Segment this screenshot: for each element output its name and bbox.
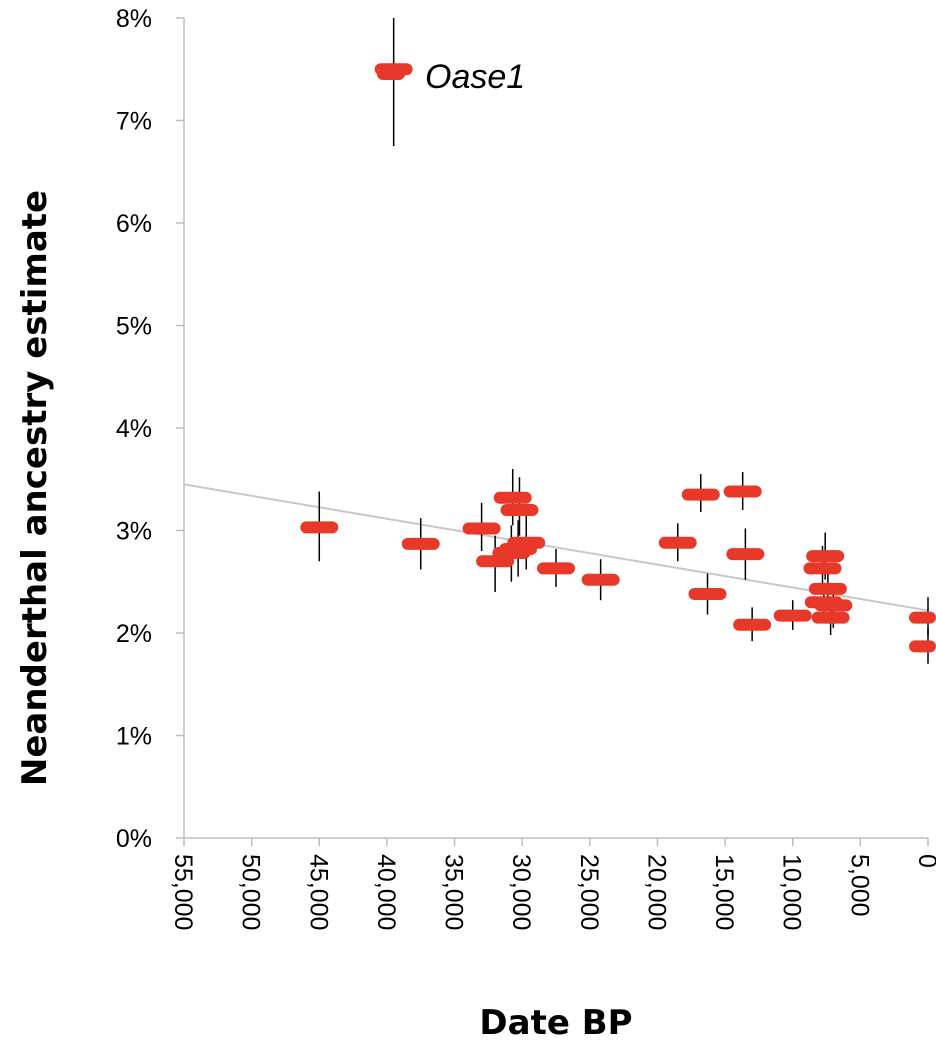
x-tick-label: 15,000 (710, 854, 738, 930)
plot-area: 0% 1% 2% 3% 4% 5% 6% 7% 8% 55,000 50,000 45,000 40,… (116, 5, 936, 930)
y-tick-label: 7% (116, 108, 152, 136)
oase1-annotation: Oase1 (377, 58, 525, 96)
y-axis-title: Neanderthal ancestry estimate (15, 190, 55, 786)
y-tick-label: 8% (116, 5, 152, 33)
oase1-label: Oase1 (425, 58, 525, 96)
x-tick-label: 45,000 (304, 854, 332, 930)
y-tick-label: 5% (116, 313, 152, 341)
x-tick-label: 30,000 (507, 854, 535, 930)
y-tick-label: 2% (116, 620, 152, 648)
x-tick-label: 0 (913, 854, 936, 868)
x-tick-label: 55,000 (169, 854, 197, 930)
x-tick-label: 20,000 (642, 854, 670, 930)
x-tick-label: 10,000 (778, 854, 806, 930)
y-tick-label: 3% (116, 518, 152, 546)
y-tick-label: 4% (116, 415, 152, 443)
x-tick-label: 50,000 (237, 854, 265, 930)
x-tick-label: 35,000 (440, 854, 468, 930)
x-axis-title: Date BP (479, 1003, 632, 1043)
x-tick-label: 40,000 (372, 854, 400, 930)
trendline (183, 483, 929, 612)
data-markers (300, 63, 936, 653)
y-tick-label: 6% (116, 210, 152, 238)
y-axis-ticks: 0% 1% 2% 3% 4% 5% 6% 7% 8% (116, 5, 184, 853)
x-tick-label: 5,000 (845, 854, 873, 917)
y-tick-label: 0% (116, 825, 152, 853)
x-axis-ticks: 55,000 50,000 45,000 40,000 35,000 30,000 25,0… (169, 838, 936, 930)
y-tick-label: 1% (116, 723, 152, 751)
x-tick-label: 25,000 (575, 854, 603, 930)
